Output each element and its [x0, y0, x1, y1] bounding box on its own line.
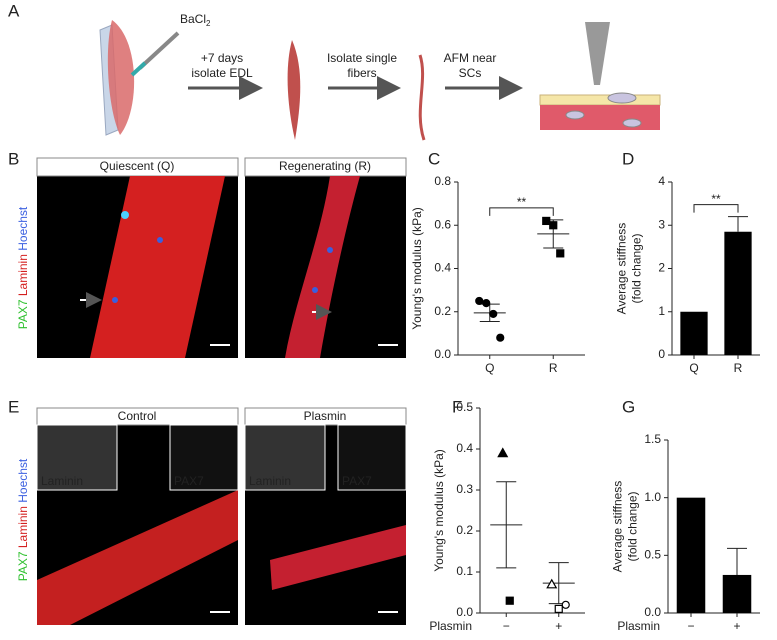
y-tick-label: 0.8: [434, 174, 451, 188]
y-tick-label: 0.0: [644, 605, 661, 619]
y-axis-label: Average stiffness: [611, 481, 625, 573]
x-tick-label: R: [734, 361, 743, 375]
stain-label: PAX7 Laminin Hoechst: [16, 206, 30, 329]
panel-letter: D: [622, 149, 634, 168]
y-tick-label: 2: [658, 261, 665, 275]
step-label: AFM near: [444, 51, 497, 65]
y-tick-label: 1.0: [644, 490, 661, 504]
data-point: [489, 309, 498, 319]
x-prefix: Plasmin: [617, 619, 660, 633]
data-point: [497, 447, 509, 458]
y-axis-label: (fold change): [626, 491, 640, 561]
bar: [680, 311, 708, 355]
panel-letter: E: [8, 397, 19, 416]
bar: [722, 574, 752, 613]
panel-letter: B: [8, 149, 19, 168]
data-point: [542, 216, 551, 226]
y-tick-label: 0.0: [434, 347, 451, 361]
panel-letter: G: [622, 397, 635, 416]
image-title: Quiescent (Q): [100, 159, 175, 173]
y-tick-label: 1.5: [644, 432, 661, 446]
inset-label: PAX7: [174, 474, 204, 488]
y-axis-label: Average stiffness: [615, 223, 629, 315]
y-axis-label: Young's modulus (kPa): [410, 207, 424, 330]
x-tick-label: Q: [485, 361, 494, 375]
x-tick-label: R: [549, 361, 558, 375]
y-axis-label: (fold change): [630, 233, 644, 303]
significance-label: **: [711, 192, 721, 206]
data-point: [554, 604, 563, 614]
y-tick-label: 4: [658, 174, 665, 188]
data-point: [482, 299, 491, 308]
bacl-label: BaCl2: [180, 12, 211, 28]
image-title: Regenerating (R): [279, 159, 371, 173]
significance-label: **: [517, 195, 527, 209]
panel-letter: A: [8, 1, 20, 20]
x-tick-label: −: [687, 619, 694, 633]
y-tick-label: 3: [658, 217, 665, 231]
y-tick-label: 0.2: [456, 523, 473, 537]
y-tick-label: 0.4: [456, 441, 473, 455]
data-point: [546, 578, 558, 589]
panel-letter: F: [452, 397, 462, 416]
y-tick-label: 0.6: [434, 217, 451, 231]
step-label: +7 days: [201, 51, 243, 65]
y-tick-label: 1: [658, 304, 665, 318]
y-tick-label: 0.1: [456, 564, 473, 578]
inset-label: Laminin: [249, 474, 291, 488]
image-title: Control: [118, 409, 157, 423]
x-prefix: Plasmin: [429, 619, 472, 633]
x-tick-label: Q: [689, 361, 698, 375]
significance-bracket: [489, 207, 554, 216]
step-label: fibers: [347, 66, 376, 80]
step-label: SCs: [459, 66, 482, 80]
x-tick-label: +: [555, 619, 562, 633]
y-tick-label: 0.5: [456, 400, 473, 414]
data-point: [496, 333, 505, 342]
image-title: Plasmin: [304, 409, 347, 423]
bar: [676, 497, 706, 613]
micrograph-b: Quiescent (Q) Regenerating (R) PAX7 Lami…: [16, 157, 407, 358]
x-tick-label: +: [733, 619, 740, 633]
stain-label: PAX7 Laminin Hoechst: [16, 458, 30, 581]
panel-letter: C: [428, 149, 440, 168]
x-tick-label: −: [503, 619, 510, 633]
y-tick-label: 0.4: [434, 261, 451, 275]
data-point: [556, 249, 565, 258]
inset-label: Laminin: [41, 474, 83, 488]
data-point: [549, 221, 558, 230]
inset-label: PAX7: [342, 474, 372, 488]
y-tick-label: 0.0: [456, 605, 473, 619]
micrograph-e: Control Plasmin Laminin PAX7 Laminin PAX…: [16, 407, 407, 625]
y-tick-label: 0.2: [434, 304, 451, 318]
data-point: [505, 596, 514, 605]
y-axis-label: Young's modulus (kPa): [432, 449, 446, 572]
step-label: isolate EDL: [191, 66, 253, 80]
y-tick-label: 0: [658, 347, 665, 361]
y-tick-label: 0.3: [456, 482, 473, 496]
bar: [724, 231, 752, 355]
y-tick-label: 0.5: [644, 548, 661, 562]
step-label: Isolate single: [327, 51, 397, 65]
significance-bracket: [693, 204, 739, 213]
schematic: BaCl2 +7 days isolate EDL Isolate single…: [99, 12, 661, 141]
data-point: [561, 600, 570, 609]
data-point: [475, 296, 484, 306]
